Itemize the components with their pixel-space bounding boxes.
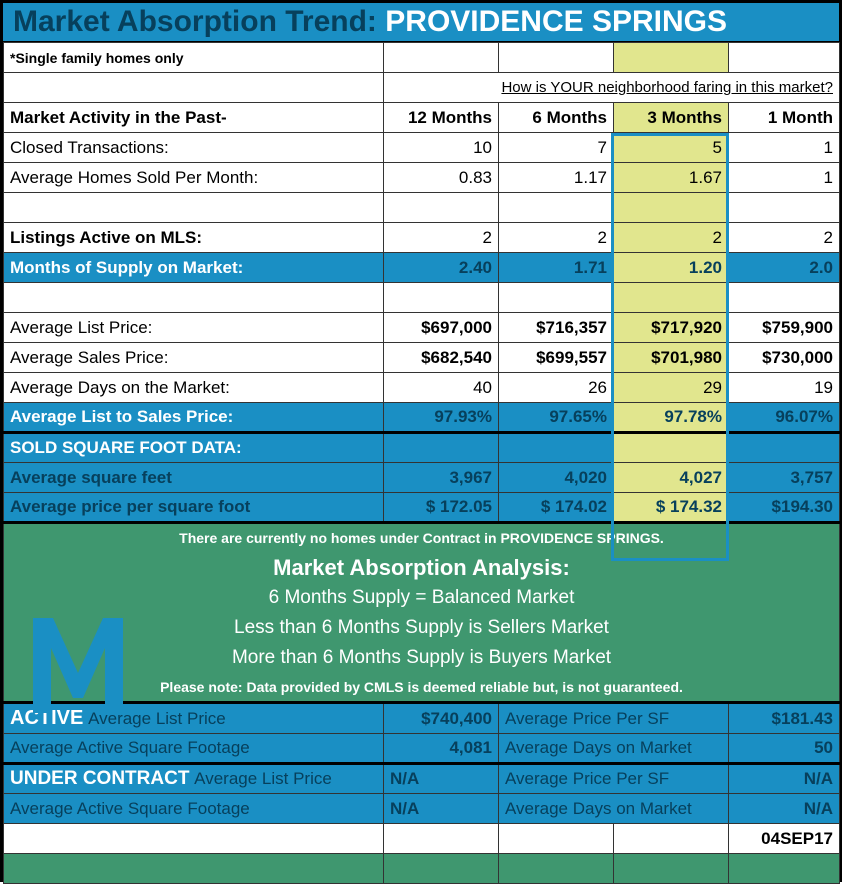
note-row: *Single family homes only xyxy=(4,43,840,73)
period-header-row: Market Activity in the Past- 12 Months 6… xyxy=(4,103,840,133)
active-sqft-label: Average Active Square Footage xyxy=(4,734,384,764)
listings-active-row: Listings Active on MLS: 2 2 2 2 xyxy=(4,223,840,253)
period-3m: 3 Months xyxy=(614,103,729,133)
uc-sqft: N/A xyxy=(384,794,499,824)
single-family-note: *Single family homes only xyxy=(4,43,384,73)
months-supply-row: Months of Supply on Market: 2.40 1.71 1.… xyxy=(4,253,840,283)
date-row: 04SEP17 xyxy=(4,824,840,854)
avg-price-sqft-row: Average price per square foot $ 172.05 $… xyxy=(4,493,840,523)
active-days-label: Average Days on Market xyxy=(499,734,729,764)
closed-transactions-row: Closed Transactions: 10 7 5 1 xyxy=(4,133,840,163)
active-list-price: $740,400 xyxy=(384,703,499,734)
report-date: 04SEP17 xyxy=(729,824,840,854)
period-6m: 6 Months xyxy=(499,103,614,133)
uc-list-price: N/A xyxy=(384,764,499,794)
question-row: How is YOUR neighborhood faring in this … xyxy=(4,73,840,103)
active-row-2: Average Active Square Footage 4,081 Aver… xyxy=(4,734,840,764)
contract-note-row: There are currently no homes under Contr… xyxy=(4,523,840,553)
uc-sqft-label: Average Active Square Footage xyxy=(4,794,384,824)
avg-list-price-row: Average List Price: $697,000 $716,357 $7… xyxy=(4,313,840,343)
avg-days-market-row: Average Days on the Market: 40 26 29 19 xyxy=(4,373,840,403)
uc-days-label: Average Days on Market xyxy=(499,794,729,824)
avg-sqft-row: Average square feet 3,967 4,020 4,027 3,… xyxy=(4,463,840,493)
uc-days: N/A xyxy=(729,794,840,824)
title-prefix: Market Absorption Trend: xyxy=(13,5,377,38)
main-table: *Single family homes only How is YOUR ne… xyxy=(3,42,840,884)
logo-icon xyxy=(23,603,163,723)
activity-header: Market Activity in the Past- xyxy=(4,103,384,133)
uc-list-price-label: Average List Price xyxy=(194,769,332,788)
analysis-title-row: Market Absorption Analysis: xyxy=(4,553,840,583)
closed-trans-label: Closed Transactions: xyxy=(4,133,384,163)
period-12m: 12 Months xyxy=(384,103,499,133)
uc-price-sf: N/A xyxy=(729,764,840,794)
report-container: Market Absorption Trend: PROVIDENCE SPRI… xyxy=(0,0,842,882)
uc-row-2: Average Active Square Footage N/A Averag… xyxy=(4,794,840,824)
uc-price-sf-label: Average Price Per SF xyxy=(499,764,729,794)
avg-sales-price-row: Average Sales Price: $682,540 $699,557 $… xyxy=(4,343,840,373)
bottom-green-row xyxy=(4,854,840,884)
active-sqft: 4,081 xyxy=(384,734,499,764)
question-text: How is YOUR neighborhood faring in this … xyxy=(384,73,840,103)
sold-sqft-header-row: SOLD SQUARE FOOT DATA: xyxy=(4,433,840,463)
title-location: PROVIDENCE SPRINGS xyxy=(385,5,727,38)
active-price-sf-label: Average Price Per SF xyxy=(499,703,729,734)
title-bar: Market Absorption Trend: PROVIDENCE SPRI… xyxy=(3,3,839,42)
active-days: 50 xyxy=(729,734,840,764)
period-1m: 1 Month xyxy=(729,103,840,133)
uc-header: UNDER CONTRACT xyxy=(10,768,189,789)
blank-row-1 xyxy=(4,193,840,223)
list-to-sales-row: Average List to Sales Price: 97.93% 97.6… xyxy=(4,403,840,433)
avg-homes-month-row: Average Homes Sold Per Month: 0.83 1.17 … xyxy=(4,163,840,193)
uc-row-1: UNDER CONTRACT Average List Price N/A Av… xyxy=(4,764,840,794)
blank-row-2 xyxy=(4,283,840,313)
active-price-sf: $181.43 xyxy=(729,703,840,734)
